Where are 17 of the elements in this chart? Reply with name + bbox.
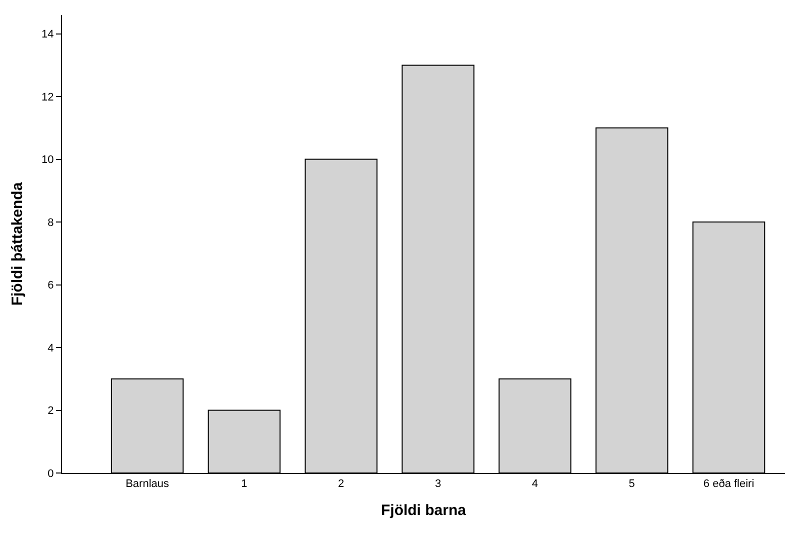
x-tick-label: 6 eða fleiri xyxy=(703,478,754,490)
y-tick-label: 0 xyxy=(48,468,54,480)
x-tick-label: Barnlaus xyxy=(126,478,170,490)
y-tick-label: 4 xyxy=(48,342,54,354)
x-tick-label: 4 xyxy=(532,478,538,490)
y-tick-label: 2 xyxy=(48,405,54,418)
x-tick-label: 2 xyxy=(338,478,344,490)
y-tick-label: 6 xyxy=(48,280,54,292)
x-tick-label: 1 xyxy=(241,478,248,490)
y-tick-label: 12 xyxy=(42,91,54,104)
y-tick-label: 14 xyxy=(42,28,54,41)
x-tick-label: 5 xyxy=(628,478,635,490)
y-tick-label: 10 xyxy=(42,154,54,166)
y-tick-label: 8 xyxy=(48,216,54,229)
x-tick-label: 3 xyxy=(434,478,442,490)
x-axis-title: Fjöldi barna xyxy=(380,502,467,520)
y-axis-title: Fjöldi þáttakenda xyxy=(8,182,26,306)
